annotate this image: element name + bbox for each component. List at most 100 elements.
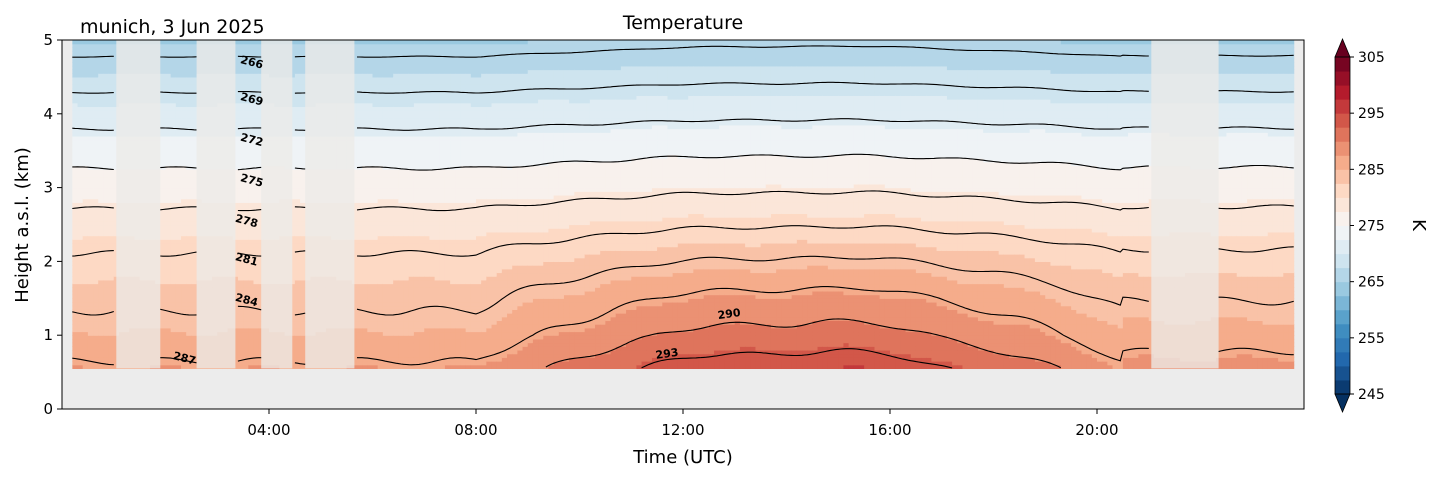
heatmap-cell — [103, 298, 110, 303]
heatmap-cell — [165, 76, 172, 82]
heatmap-cell — [289, 327, 296, 333]
heatmap-cell — [103, 158, 110, 163]
heatmap-cell — [253, 364, 260, 370]
heatmap-cell — [93, 209, 99, 215]
heatmap-cell — [243, 209, 249, 215]
heatmap-cell — [289, 73, 296, 78]
heatmap-cell — [232, 87, 239, 93]
heatmap-cell — [253, 213, 260, 218]
heatmap-cell — [191, 331, 198, 336]
heatmap-cell — [160, 353, 167, 358]
heatmap-cell — [248, 132, 255, 137]
heatmap-cell — [232, 99, 239, 104]
heatmap-cell — [170, 80, 177, 85]
heatmap-cell — [300, 287, 306, 292]
heatmap-cell — [237, 283, 244, 288]
heatmap-cell — [243, 43, 249, 48]
heatmap-cell — [160, 287, 167, 292]
heatmap-cell — [77, 294, 84, 299]
heatmap-cell — [108, 301, 115, 307]
heatmap-cell — [294, 228, 301, 233]
heatmap-cell — [72, 132, 79, 137]
heatmap-cell — [98, 40, 104, 45]
heatmap-cell — [175, 51, 182, 56]
heatmap-cell — [87, 150, 94, 155]
heatmap-cell — [77, 313, 84, 318]
heatmap-cell — [191, 268, 198, 274]
heatmap-cell — [77, 51, 84, 56]
heatmap-cell — [351, 342, 358, 347]
heatmap-cell — [165, 198, 172, 203]
heatmap-cell — [253, 331, 260, 336]
heatmap-cell — [351, 242, 358, 248]
heatmap-cell — [294, 154, 301, 159]
heatmap-cell — [98, 239, 104, 244]
heatmap-cell — [72, 327, 79, 333]
heatmap-cell — [300, 169, 306, 174]
heatmap-cell — [103, 320, 110, 325]
chart-subtitle: munich, 3 Jun 2025 — [80, 16, 265, 38]
heatmap-cell — [186, 76, 192, 82]
heatmap-cell — [294, 58, 301, 63]
heatmap-cell — [175, 276, 182, 281]
heatmap-cell — [170, 95, 177, 100]
heatmap-cell — [253, 206, 260, 211]
heatmap-cell — [253, 261, 260, 266]
heatmap-cell — [181, 165, 187, 170]
heatmap-cell — [294, 176, 301, 181]
heatmap-cell — [98, 206, 104, 211]
heatmap-cell — [72, 228, 79, 233]
heatmap-cell — [243, 235, 249, 240]
heatmap-cell — [289, 87, 296, 93]
heatmap-cell — [289, 150, 296, 155]
heatmap-cell — [175, 117, 182, 122]
heatmap-cell — [165, 324, 172, 329]
heatmap-cell — [289, 113, 296, 119]
heatmap-cell — [165, 290, 172, 296]
heatmap-cell — [170, 301, 177, 307]
heatmap-cell — [77, 301, 84, 307]
heatmap-cell — [289, 250, 296, 255]
heatmap-cell — [253, 143, 260, 148]
heatmap-cell — [186, 154, 192, 159]
heatmap-cell — [232, 102, 239, 108]
heatmap-cell — [87, 287, 94, 292]
heatmap-cell — [170, 194, 177, 200]
heatmap-cell — [248, 294, 255, 299]
heatmap-cell — [253, 313, 260, 318]
heatmap-cell — [232, 161, 239, 167]
heatmap-cell — [300, 209, 306, 215]
heatmap-cell — [356, 209, 363, 215]
heatmap-cell — [289, 102, 296, 108]
heatmap-cell — [170, 331, 177, 336]
heatmap-cell — [98, 320, 104, 325]
heatmap-cell — [82, 47, 89, 52]
heatmap-cell — [237, 87, 244, 93]
heatmap-cell — [175, 147, 182, 152]
heatmap-cell — [98, 180, 104, 185]
heatmap-cell — [87, 294, 94, 299]
heatmap-cell — [181, 279, 187, 285]
heatmap-cell — [181, 294, 187, 299]
heatmap-cell — [103, 361, 110, 366]
heatmap-cell — [170, 202, 177, 207]
heatmap-cell — [253, 346, 260, 351]
heatmap-cell — [108, 169, 115, 174]
heatmap-cell — [237, 287, 244, 292]
heatmap-cell — [98, 298, 104, 303]
heatmap-cell — [181, 309, 187, 314]
heatmap-cell — [87, 209, 94, 215]
heatmap-cell — [294, 316, 301, 322]
heatmap-cell — [108, 346, 115, 351]
heatmap-cell — [98, 224, 104, 229]
heatmap-cell — [72, 220, 79, 226]
heatmap-cell — [72, 169, 79, 174]
heatmap-cell — [181, 316, 187, 322]
heatmap-cell — [191, 128, 198, 133]
heatmap-cell — [243, 364, 249, 370]
heatmap-cell — [186, 213, 192, 218]
heatmap-cell — [93, 58, 99, 63]
heatmap-cell — [289, 231, 296, 237]
heatmap-cell — [93, 294, 99, 299]
heatmap-cell — [186, 268, 192, 274]
